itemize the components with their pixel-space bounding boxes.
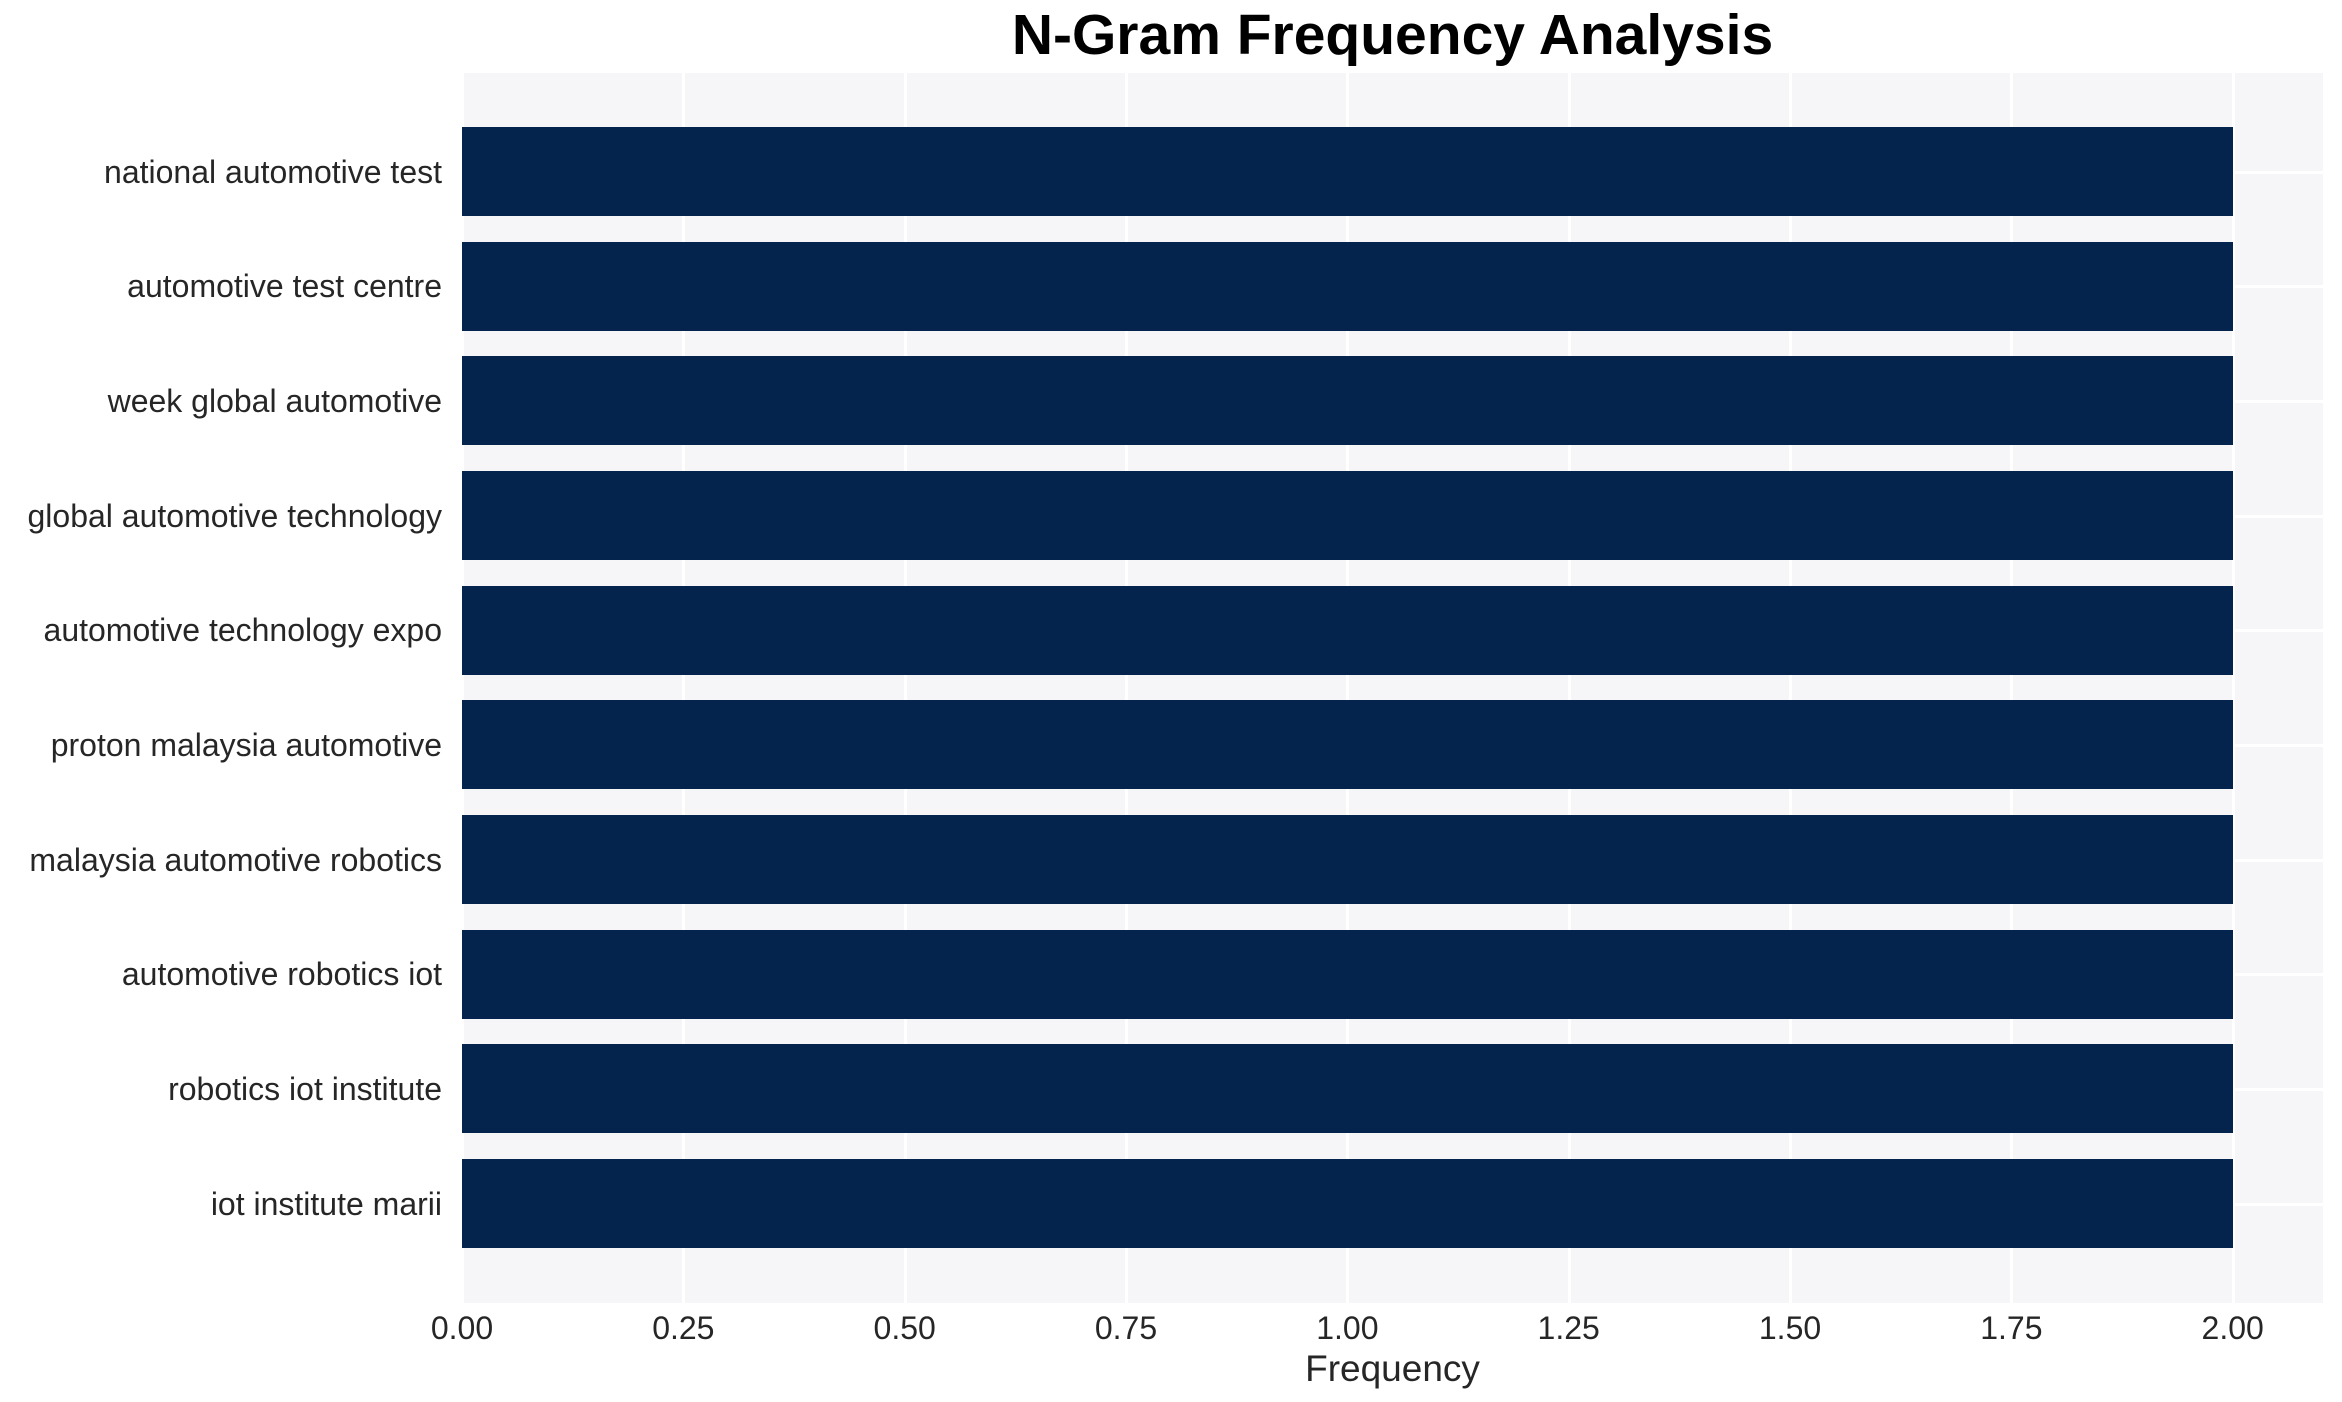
y-axis-label: malaysia automotive robotics — [29, 841, 442, 878]
y-axis-label: national automotive test — [104, 153, 442, 190]
x-axis-ticks: 0.00 0.25 0.50 0.75 1.00 1.25 1.50 1.75 2.00 — [0, 1310, 2342, 1350]
bar — [462, 356, 2233, 446]
bar — [462, 127, 2233, 216]
x-gridline — [1125, 73, 1128, 1303]
x-gridline — [2010, 73, 2014, 1303]
bar — [462, 241, 2233, 331]
chart-title: N-Gram Frequency Analysis — [1011, 3, 1774, 67]
y-axis-label: iot institute marii — [210, 1185, 442, 1222]
x-tick-label: 1.25 — [1537, 1310, 1600, 1346]
x-gridline — [1567, 73, 1571, 1303]
y-axis-label: automotive test centre — [127, 268, 442, 305]
x-tick-label: 1.50 — [1758, 1310, 1822, 1346]
y-axis-label: week global automotive — [107, 382, 442, 419]
y-axis-labels: national automotive test automotive test … — [0, 73, 452, 1303]
bar — [462, 929, 2233, 1019]
bar — [462, 700, 2233, 790]
x-gridline — [1789, 73, 1793, 1303]
x-axis-title: Frequency — [1305, 1348, 1480, 1389]
x-gridline — [462, 73, 464, 1303]
x-gridline — [1346, 73, 1350, 1303]
bar — [462, 585, 2233, 675]
bar — [462, 471, 2233, 560]
y-axis-label: automotive technology expo — [43, 612, 442, 649]
y-axis-label: automotive robotics iot — [121, 956, 442, 993]
y-axis-label: global automotive technology — [27, 497, 443, 534]
y-axis-label: robotics iot institute — [168, 1070, 442, 1107]
x-tick-label: 2.00 — [2201, 1310, 2264, 1346]
plot-area — [462, 73, 2323, 1303]
x-tick-label: 0.75 — [1094, 1310, 1158, 1346]
x-tick-label: 0.50 — [873, 1310, 936, 1346]
x-tick-label: 0.25 — [652, 1310, 715, 1346]
x-gridline — [2231, 73, 2235, 1303]
x-tick-label: 1.75 — [1980, 1310, 2043, 1346]
bar — [462, 815, 2233, 904]
bar — [462, 1044, 2233, 1134]
bar — [462, 1159, 2233, 1248]
x-gridline — [903, 73, 907, 1303]
x-tick-label: 0.00 — [430, 1310, 494, 1346]
x-gridline — [682, 73, 686, 1303]
x-tick-label: 1.00 — [1316, 1310, 1379, 1346]
y-axis-label: proton malaysia automotive — [50, 726, 442, 763]
